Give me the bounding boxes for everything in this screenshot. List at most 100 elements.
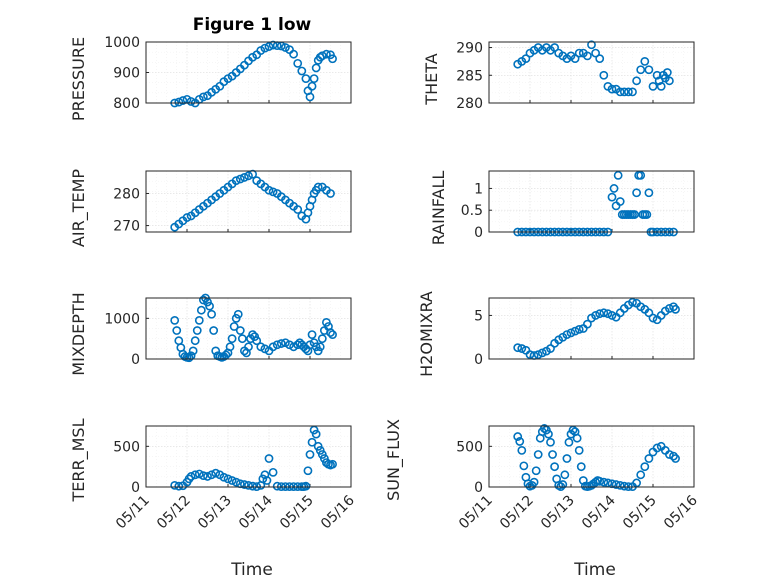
data-point (630, 210, 639, 219)
data-point (211, 346, 221, 356)
data-point (513, 432, 523, 441)
data-point (264, 185, 274, 195)
data-point (636, 470, 646, 480)
x-tick-label: 05/14 (236, 492, 276, 532)
axis-frame (488, 170, 695, 233)
data-point (572, 433, 582, 443)
figure-title: Figure 1 low (193, 15, 312, 35)
data-point (652, 443, 662, 453)
x-tick-label: 05/16 (661, 492, 701, 532)
data-point (276, 339, 286, 348)
data-point (231, 477, 241, 487)
data-point (640, 57, 650, 66)
data-point (260, 470, 270, 480)
data-point (544, 429, 553, 439)
data-point (205, 301, 214, 311)
data-point (172, 326, 182, 335)
data-point (636, 65, 646, 75)
data-point (607, 84, 617, 94)
data-point (613, 170, 623, 180)
data-point (578, 476, 588, 485)
data-point (229, 322, 239, 331)
x-tick-label: 05/12 (154, 493, 194, 533)
data-point (207, 470, 216, 480)
y-tick-label: 1 (474, 181, 483, 197)
data-point (307, 81, 317, 91)
y-tick-label: 270 (113, 219, 140, 235)
data-point (564, 437, 574, 447)
data-point (186, 472, 196, 481)
data-point (223, 474, 233, 484)
data-point (192, 326, 202, 335)
data-point (644, 188, 654, 198)
data-point (184, 474, 194, 484)
data-point (628, 87, 637, 97)
x-tick-label: 05/16 (318, 492, 358, 532)
axis-frame (488, 41, 695, 104)
data-point (309, 74, 319, 83)
data-point (531, 466, 541, 476)
y-axis-label-pressure: PRESSURE (69, 37, 88, 121)
panel-rainfall: 0 0.5 1 RAINFALL (429, 170, 695, 246)
x-axis-label-right: Time (573, 560, 616, 580)
data-point (615, 87, 625, 97)
data-point (268, 467, 278, 477)
data-point (235, 174, 245, 184)
data-point (515, 437, 525, 446)
data-point (599, 308, 609, 318)
data-point (628, 297, 637, 307)
panel-h2omixra: 0 5 H2OMIXRA (417, 291, 695, 377)
data-point (662, 68, 672, 77)
y-tick-label: 0 (131, 480, 140, 496)
data-point (178, 96, 188, 105)
data-point (619, 481, 629, 491)
data-point (293, 205, 303, 214)
data-point (611, 480, 621, 489)
y-tick-label: 500 (456, 439, 483, 455)
panel-pressure: 800 900 1000 PRESSURE (69, 35, 352, 121)
data-point (307, 330, 317, 339)
data-point (517, 445, 527, 455)
data-point (570, 326, 580, 336)
data-point (517, 344, 527, 353)
data-point (583, 319, 592, 329)
data-point (311, 429, 321, 439)
data-point (537, 348, 547, 358)
data-point (239, 173, 249, 182)
data-point (227, 476, 237, 485)
data-point (190, 336, 200, 346)
data-point (609, 184, 619, 193)
data-point (587, 40, 596, 50)
data-point (570, 54, 580, 64)
data-point (665, 450, 674, 459)
axis-frame (145, 425, 352, 488)
y-tick-label: 280 (456, 96, 483, 112)
data-point (632, 76, 641, 86)
data-point (293, 58, 303, 68)
data-point (244, 342, 253, 352)
y-axis-label-sun-flux: SUN_FLUX (384, 419, 404, 501)
data-point (248, 330, 257, 339)
data-point (562, 330, 572, 339)
data-point (583, 51, 592, 61)
y-tick-label: 1000 (104, 311, 140, 327)
data-point (513, 343, 523, 353)
data-point (591, 477, 600, 487)
data-point (665, 76, 674, 86)
data-point (186, 97, 196, 106)
y-axis-label-theta: THETA (422, 53, 441, 105)
y-axis-label-rainfall: RAINFALL (429, 171, 448, 246)
x-tick-label: 05/11 (113, 493, 153, 533)
data-point (321, 49, 331, 59)
data-point (262, 476, 272, 485)
data-point (566, 328, 576, 338)
y-tick-label: 290 (456, 41, 483, 57)
data-point (574, 324, 584, 334)
data-point (203, 472, 212, 481)
data-point (326, 189, 335, 198)
data-point (194, 315, 204, 325)
data-point (233, 309, 243, 319)
axis-frame (145, 170, 352, 233)
data-point (574, 48, 584, 58)
data-point (574, 445, 584, 455)
